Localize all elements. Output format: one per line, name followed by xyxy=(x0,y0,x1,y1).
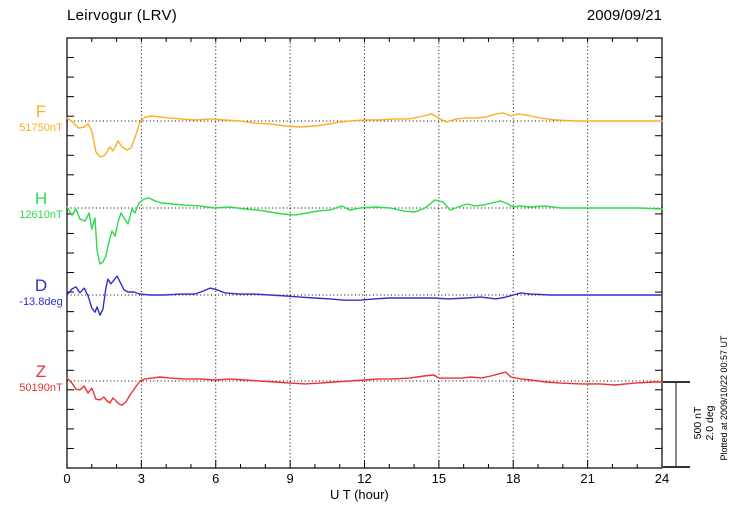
trace-ref-Z: 50190nT xyxy=(19,382,63,394)
trace-letter-F: F xyxy=(35,102,47,121)
scale-bar-label: 500 nT 2.0 deg xyxy=(692,393,718,453)
trace-label-F: F 51750nT xyxy=(8,103,74,134)
trace-ref-D: -13.8deg xyxy=(19,296,63,308)
x-tick-label-24: 24 xyxy=(654,471,670,486)
trace-D xyxy=(66,275,663,316)
page-title: Leirvogur (LRV) xyxy=(67,7,178,24)
x-tick-label-12: 12 xyxy=(357,471,372,486)
scale-bar-deg: 2.0 deg xyxy=(704,405,716,441)
trace-ref-F: 51750nT xyxy=(19,122,63,134)
x-tick-label-6: 6 xyxy=(212,471,220,486)
plot-frame xyxy=(66,37,663,469)
x-tick-label-15: 15 xyxy=(431,471,447,486)
x-tick-label-9: 9 xyxy=(286,471,294,486)
trace-letter-D: D xyxy=(34,276,48,295)
x-axis-label: U T (hour) xyxy=(330,487,389,502)
scale-bar-nt: 500 nT xyxy=(692,406,704,440)
trace-letter-Z: Z xyxy=(35,362,47,381)
scale-bar xyxy=(663,381,690,468)
trace-label-Z: Z 50190nT xyxy=(8,363,74,394)
trace-letter-H: H xyxy=(34,189,48,208)
trace-F xyxy=(66,112,663,158)
plot-date: 2009/09/21 xyxy=(586,7,662,24)
trace-label-H: H 12610nT xyxy=(8,190,74,221)
x-tick-label-21: 21 xyxy=(580,471,595,486)
trace-H xyxy=(66,197,663,265)
trace-label-D: D -13.8deg xyxy=(8,277,74,308)
trace-ref-H: 12610nT xyxy=(19,209,63,221)
x-tick-label-0: 0 xyxy=(63,471,71,486)
x-tick-label-3: 3 xyxy=(137,471,145,486)
trace-Z xyxy=(66,371,663,406)
plotted-at-note: Plotted at 2009/10/22 00:57 UT xyxy=(719,335,729,461)
x-tick-label-18: 18 xyxy=(506,471,521,486)
